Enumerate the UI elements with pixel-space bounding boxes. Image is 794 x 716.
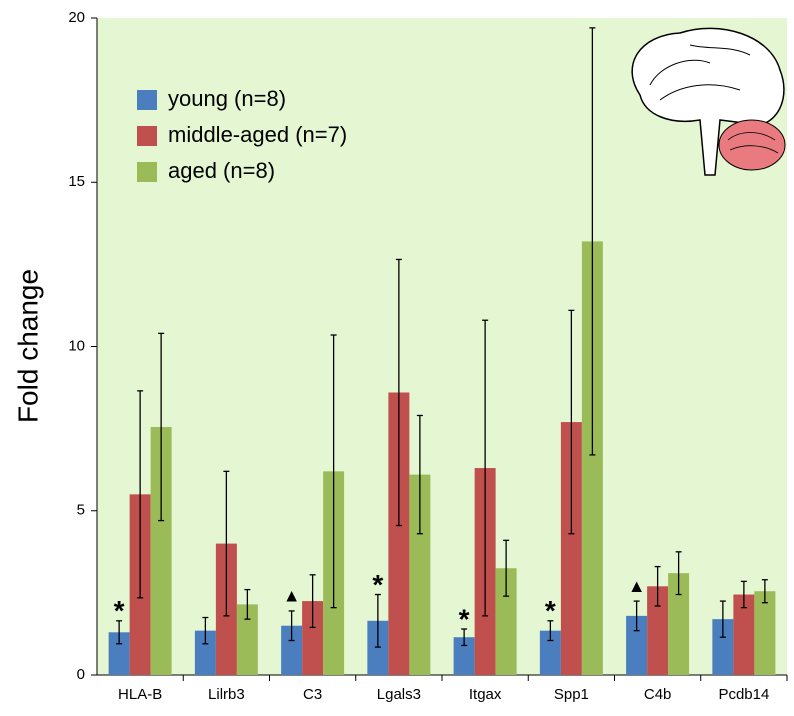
bar <box>754 591 775 675</box>
chart: Fold change 0 5 10 15 20 HLA-B Lilrb3 C3 Lgals3 I… <box>0 0 794 711</box>
x-tick-label: Lgals3 <box>377 686 421 703</box>
legend-label: aged (n=8) <box>168 158 275 183</box>
x-tick-label: Pcdb14 <box>718 686 769 703</box>
y-tick-label: 20 <box>68 9 85 26</box>
annotation: * <box>545 595 556 626</box>
x-tick-label: Lilrb3 <box>208 686 245 703</box>
legend-label: young (n=8) <box>168 86 286 111</box>
annotation: ▲ <box>628 576 646 596</box>
annotation: * <box>459 603 470 634</box>
annotation: * <box>114 595 125 626</box>
x-tick-label: C3 <box>303 686 322 703</box>
x-tick-label: HLA-B <box>118 686 162 703</box>
legend-swatch <box>137 90 157 110</box>
y-tick-label: 0 <box>77 666 85 683</box>
y-axis-label: Fold change <box>12 269 43 423</box>
legend-swatch <box>137 126 157 146</box>
y-tick-label: 15 <box>68 173 85 190</box>
annotation: ▲ <box>283 586 301 606</box>
y-tick-label: 5 <box>77 502 85 519</box>
x-tick-label: C4b <box>644 686 672 703</box>
y-tick-label: 10 <box>68 337 85 354</box>
legend-label: middle-aged (n=7) <box>168 122 347 147</box>
annotation: * <box>372 569 383 600</box>
x-tick-label: Spp1 <box>554 686 589 703</box>
legend-swatch <box>137 162 157 182</box>
x-tick-label: Itgax <box>469 686 502 703</box>
